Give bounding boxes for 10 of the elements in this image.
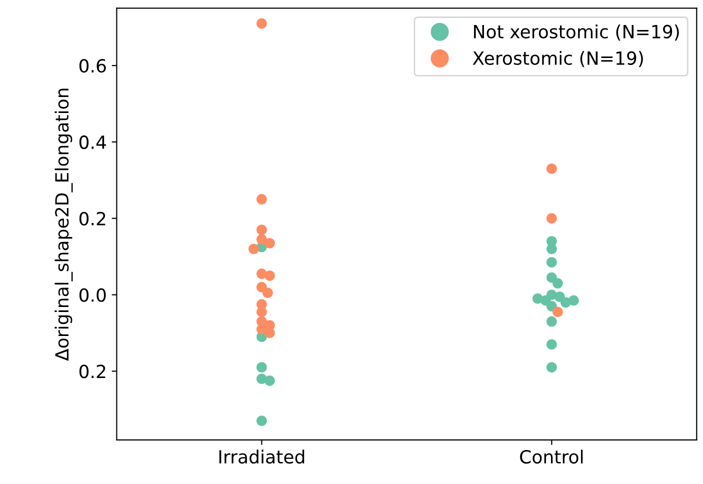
- legend-label: Not xerostomic (N=19): [474, 24, 679, 41]
- x-tick-label: Irradiated: [219, 450, 304, 464]
- y-tick-label: 0.2: [79, 212, 106, 226]
- y-tick-label: 0.4: [79, 135, 106, 150]
- y-tick-label: 0.6: [79, 58, 106, 73]
- y-tick-label: 0.2: [79, 364, 106, 378]
- x-tick-label: Control: [520, 450, 583, 464]
- legend-label: Xerostomic (N=19): [472, 50, 643, 68]
- y-axis-title: Δoriginal_shape2D_Elongation: [54, 88, 73, 361]
- y-tick-label: 0.0: [79, 288, 106, 302]
